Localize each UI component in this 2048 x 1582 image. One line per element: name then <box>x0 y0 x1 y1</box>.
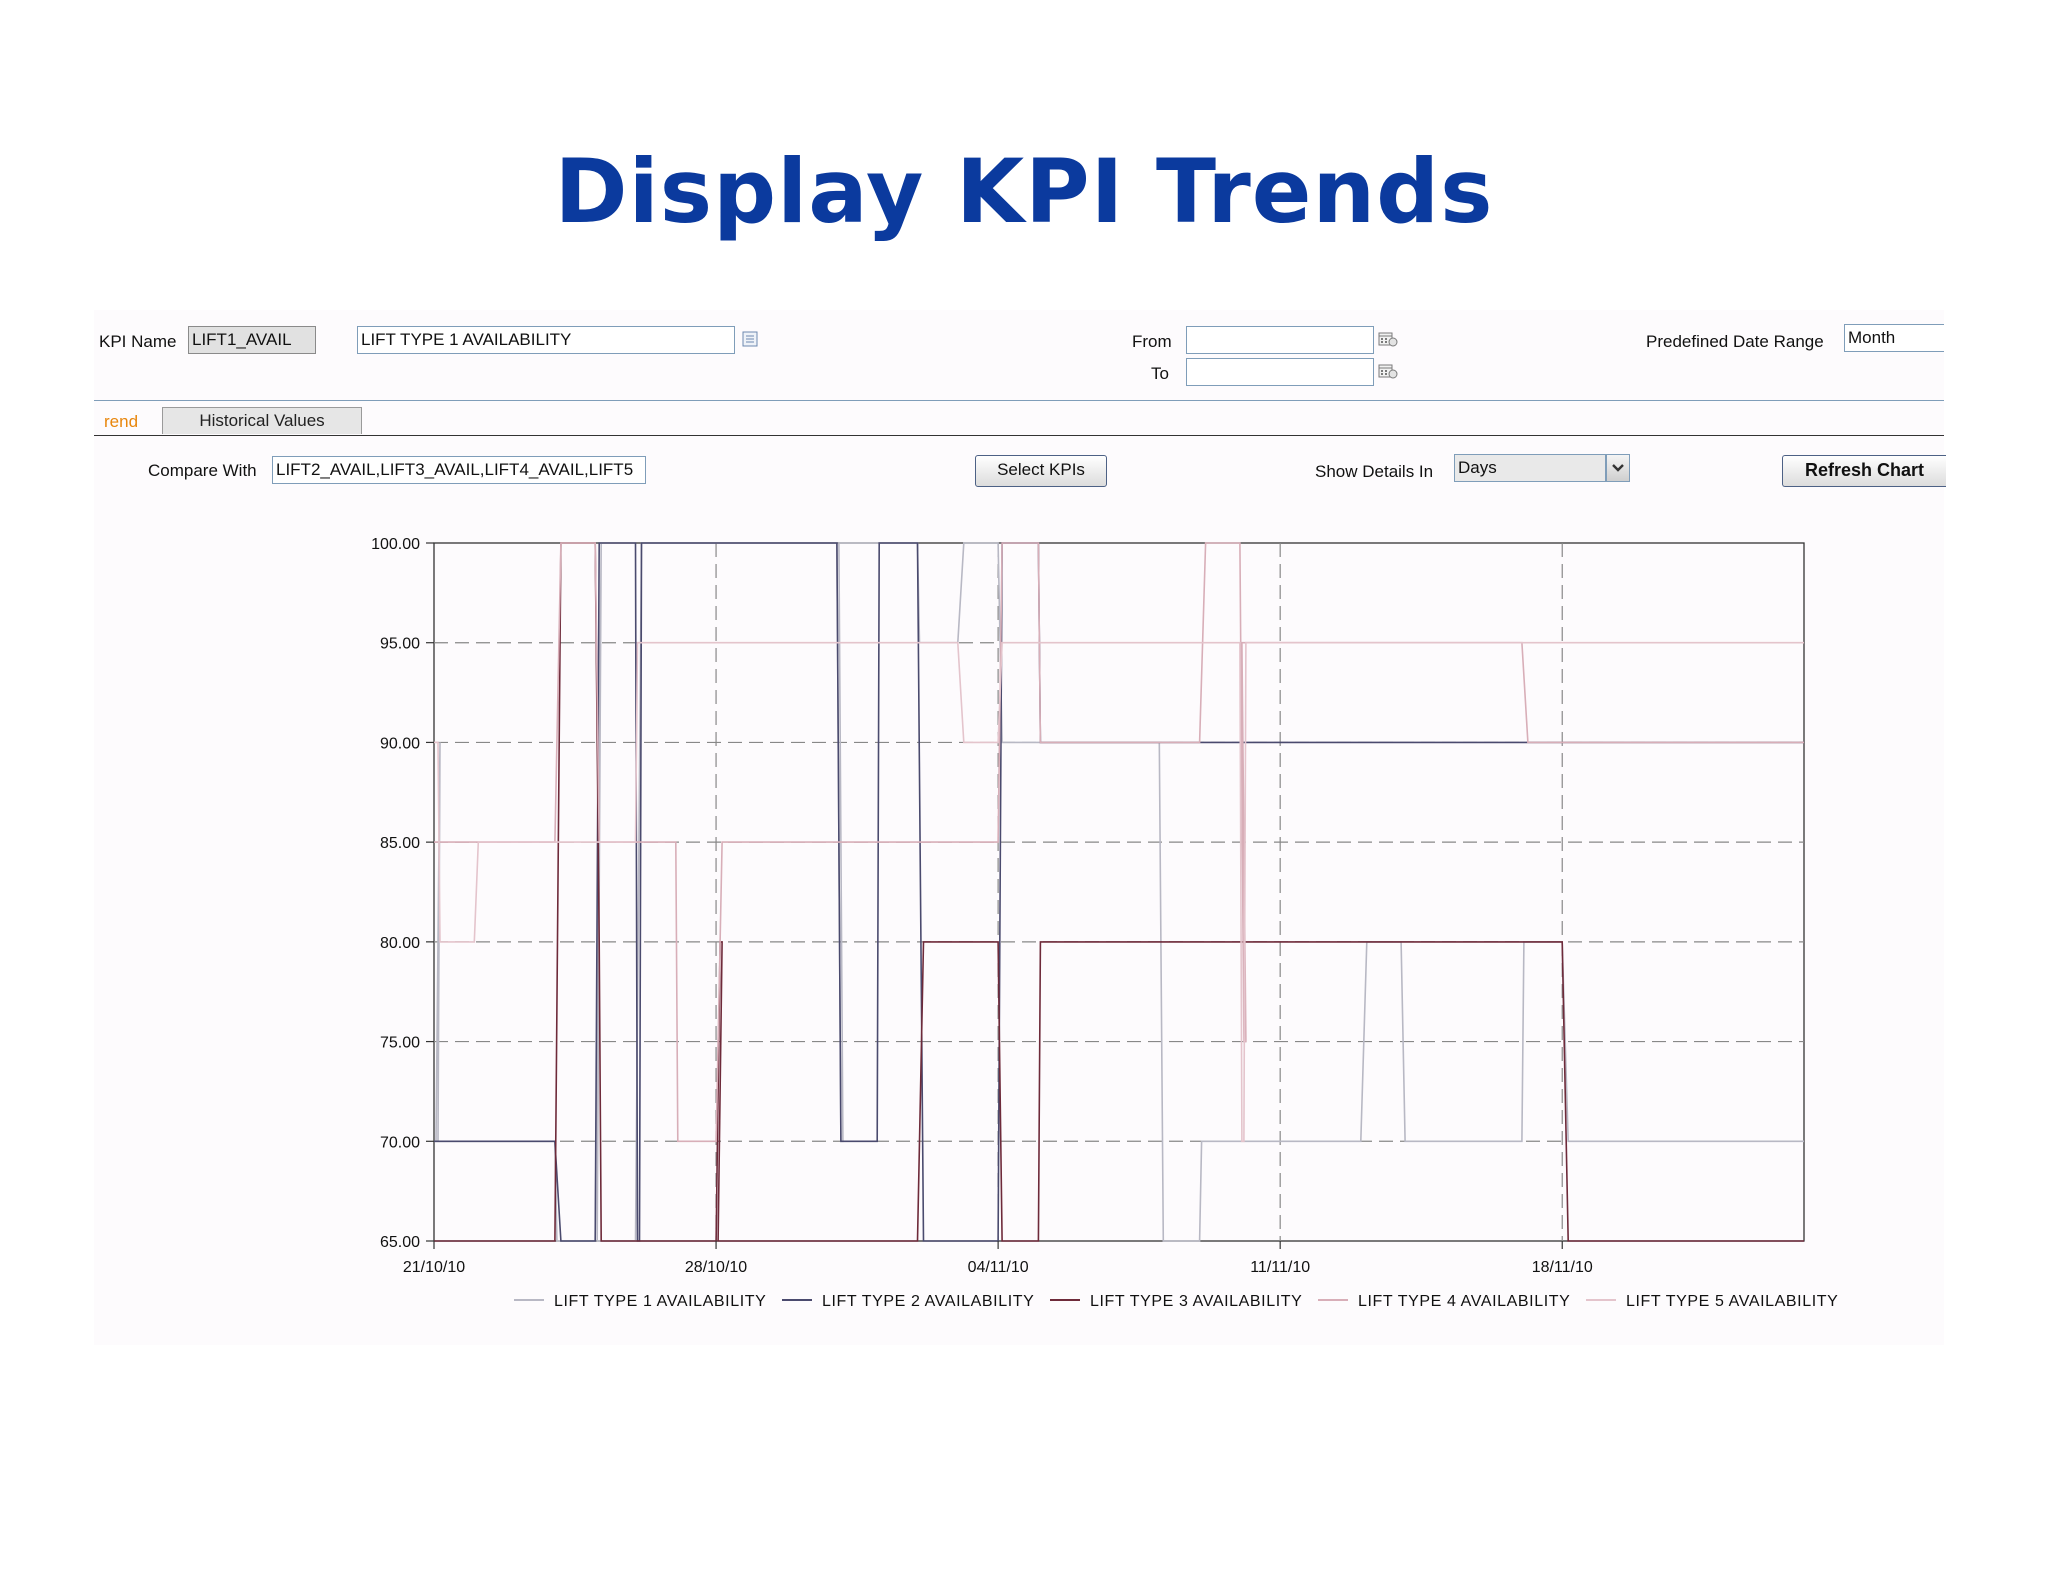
tab-strip-line-left <box>94 435 162 436</box>
x-tick-label: 21/10/10 <box>403 1259 465 1276</box>
y-tick-label: 95.00 <box>380 636 420 653</box>
show-details-label: Show Details In <box>1315 462 1434 481</box>
predefined-range-label: Predefined Date Range <box>1646 332 1824 351</box>
kpi-trend-chart: 100.00 95.00 90.00 85.00 80.00 75.00 70.00 65.0… <box>371 536 1838 1310</box>
legend-label-lift-type-5-availability: LIFT TYPE 5 AVAILABILITY <box>1626 1293 1838 1310</box>
from-label: From <box>1132 332 1172 351</box>
select-kpis-button[interactable]: Select KPIs <box>975 455 1107 487</box>
legend-label-lift-type-3-availability: LIFT TYPE 3 AVAILABILITY <box>1090 1293 1302 1310</box>
tab-strip-line <box>154 435 1944 436</box>
page-title: Display KPI Trends <box>554 140 1494 243</box>
list-icon[interactable] <box>742 331 758 347</box>
y-tick-label: 75.00 <box>380 1035 420 1052</box>
chart-series <box>434 542 1804 1242</box>
plot-frame <box>433 542 1805 1242</box>
header-divider <box>94 400 1944 401</box>
x-tick-label: 04/11/10 <box>968 1259 1029 1276</box>
legend-label-lift-type-2-availability: LIFT TYPE 2 AVAILABILITY <box>822 1293 1034 1310</box>
y-tick-label: 100.00 <box>371 536 420 553</box>
y-tick-label: 85.00 <box>380 835 420 852</box>
calendar-icon[interactable] <box>1378 331 1398 347</box>
show-details-select[interactable]: Days <box>1454 454 1606 482</box>
x-tick-label: 18/11/10 <box>1532 1259 1593 1276</box>
chart-grid <box>433 542 1805 1242</box>
kpi-name-label: KPI Name <box>99 332 177 351</box>
kpi-trend-panel: KPI Name LIFT1_AVAIL LIFT TYPE 1 AVAILAB… <box>94 310 1946 1345</box>
from-date-input[interactable] <box>1186 326 1374 354</box>
tab-historical-values[interactable]: Historical Values <box>162 407 362 434</box>
y-tick-label: 70.00 <box>380 1134 420 1151</box>
series-line-lift-type-5-availability <box>434 641 1804 1143</box>
compare-with-field[interactable]: LIFT2_AVAIL,LIFT3_AVAIL,LIFT4_AVAIL,LIFT… <box>272 456 646 484</box>
calendar-icon[interactable] <box>1378 363 1398 379</box>
y-tick-label: 65.00 <box>380 1234 420 1251</box>
compare-with-label: Compare With <box>148 461 257 480</box>
kpi-description-field[interactable]: LIFT TYPE 1 AVAILABILITY <box>357 326 735 354</box>
chart-legend: LIFT TYPE 1 AVAILABILITY LIFT TYPE 2 AVAI… <box>514 1293 1838 1310</box>
x-tick-label: 28/10/10 <box>685 1259 747 1276</box>
to-label: To <box>1151 364 1169 383</box>
y-tick-label: 80.00 <box>380 935 420 952</box>
y-tick-label: 90.00 <box>380 735 420 752</box>
legend-label-lift-type-4-availability: LIFT TYPE 4 AVAILABILITY <box>1358 1293 1570 1310</box>
tab-trend[interactable]: rend <box>104 412 139 431</box>
to-date-input[interactable] <box>1186 358 1374 386</box>
series-line-lift-type-4-availability <box>434 542 1804 1143</box>
x-tick-label: 11/11/10 <box>1250 1259 1310 1276</box>
refresh-chart-button[interactable]: Refresh Chart <box>1782 455 1946 487</box>
chart-axes: 100.00 95.00 90.00 85.00 80.00 75.00 70.00 65.0… <box>371 536 1593 1276</box>
kpi-code-field[interactable]: LIFT1_AVAIL <box>188 326 316 354</box>
chevron-down-icon[interactable] <box>1606 454 1630 482</box>
legend-label-lift-type-1-availability: LIFT TYPE 1 AVAILABILITY <box>554 1293 766 1310</box>
predefined-range-select[interactable]: Month <box>1844 324 1944 352</box>
